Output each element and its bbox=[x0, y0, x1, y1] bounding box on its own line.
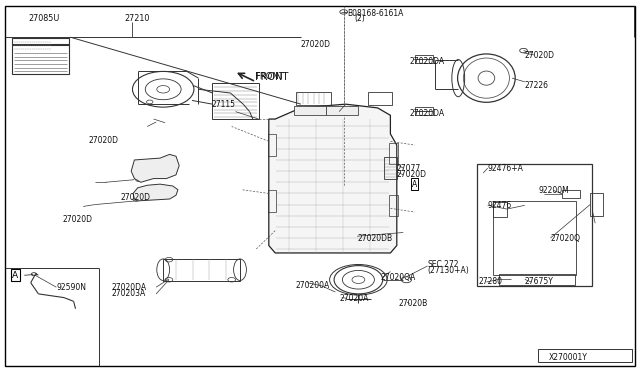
Bar bbox=[163, 259, 240, 281]
Bar bbox=[590, 193, 603, 216]
Text: 27077: 27077 bbox=[397, 164, 421, 173]
Text: 92476: 92476 bbox=[488, 201, 512, 210]
Text: 27020A: 27020A bbox=[339, 294, 369, 303]
Bar bbox=[212, 83, 259, 119]
Text: 27020DB: 27020DB bbox=[357, 234, 392, 243]
Text: 27020QA: 27020QA bbox=[381, 273, 416, 282]
Text: 27280: 27280 bbox=[479, 278, 503, 286]
Text: 27675Y: 27675Y bbox=[525, 278, 554, 286]
Text: 27020D: 27020D bbox=[62, 215, 92, 224]
Text: 27226: 27226 bbox=[525, 81, 548, 90]
Bar bbox=[493, 201, 576, 275]
Text: 27210: 27210 bbox=[125, 14, 150, 23]
Text: B08168-6161A: B08168-6161A bbox=[347, 9, 403, 17]
Bar bbox=[562, 190, 580, 198]
Text: 92200M: 92200M bbox=[539, 186, 570, 195]
Text: 27020D: 27020D bbox=[525, 51, 555, 60]
Text: 27020D: 27020D bbox=[397, 170, 427, 179]
Polygon shape bbox=[133, 184, 178, 201]
Text: 92590N: 92590N bbox=[56, 283, 86, 292]
Text: A: A bbox=[412, 180, 417, 189]
Text: 27020D: 27020D bbox=[88, 136, 118, 145]
Text: 27020Q: 27020Q bbox=[550, 234, 580, 243]
Polygon shape bbox=[131, 154, 179, 182]
Text: SEC.272: SEC.272 bbox=[428, 260, 459, 269]
Text: 27020DA: 27020DA bbox=[410, 109, 445, 118]
Polygon shape bbox=[269, 104, 397, 253]
Text: 92476+A: 92476+A bbox=[488, 164, 524, 173]
Text: 27020B: 27020B bbox=[398, 299, 428, 308]
Text: FRONT: FRONT bbox=[255, 72, 284, 81]
Text: FRONT: FRONT bbox=[255, 72, 288, 82]
Bar bbox=[294, 106, 326, 115]
Text: A: A bbox=[12, 271, 19, 280]
Bar bbox=[389, 143, 398, 164]
Bar bbox=[12, 38, 69, 74]
Bar bbox=[268, 190, 276, 212]
Text: 27085U: 27085U bbox=[29, 14, 60, 23]
Text: X270001Y: X270001Y bbox=[549, 353, 588, 362]
Text: 27115: 27115 bbox=[211, 100, 236, 109]
Bar bbox=[368, 92, 392, 105]
Bar bbox=[296, 92, 331, 105]
Text: (27130+A): (27130+A) bbox=[428, 266, 469, 275]
Text: 27020D: 27020D bbox=[120, 193, 150, 202]
Bar bbox=[493, 202, 507, 217]
Text: 27020DA: 27020DA bbox=[410, 57, 445, 66]
Bar bbox=[477, 164, 592, 286]
Bar bbox=[415, 107, 433, 115]
Text: 27020D: 27020D bbox=[301, 40, 331, 49]
Bar bbox=[415, 55, 433, 63]
Bar bbox=[268, 134, 276, 156]
Bar bbox=[538, 349, 632, 362]
Text: (2): (2) bbox=[354, 14, 365, 23]
Bar bbox=[499, 274, 575, 285]
Text: 270203A: 270203A bbox=[112, 289, 147, 298]
Text: 270200A: 270200A bbox=[296, 281, 330, 290]
Text: 27020DA: 27020DA bbox=[112, 283, 147, 292]
Bar bbox=[384, 157, 397, 179]
Bar bbox=[326, 106, 358, 115]
Bar bbox=[389, 195, 398, 216]
